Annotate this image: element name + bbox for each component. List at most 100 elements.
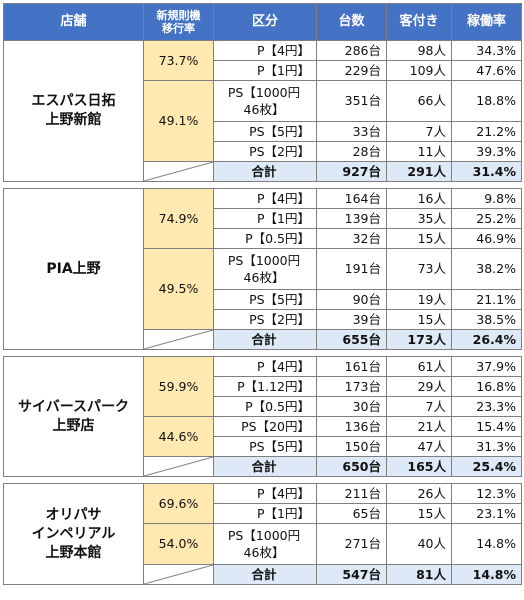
units-cell: 211台: [316, 483, 387, 504]
utilization-cell: 25.2%: [451, 208, 522, 229]
category-cell: P【1.12円】: [213, 376, 317, 397]
data-row: オリパサ インペリアル 上野本館 69.6% P【4円】 211台 26人 12.3%: [3, 483, 522, 585]
total-utilization: 14.8%: [451, 564, 522, 585]
separator-cell: [4, 477, 522, 484]
category-cell: P【0.5円】: [213, 396, 317, 417]
visitors-cell: 15人: [386, 309, 452, 330]
header-utilization: 稼働率: [451, 3, 522, 41]
diagonal-line: [144, 162, 213, 181]
utilization-cell: 21.2%: [451, 121, 522, 142]
data-row: 44.6% PS【20円】 136台 21人 15.4%: [4, 416, 522, 457]
visitors-cell: 15人: [386, 228, 452, 249]
units-cell: 150台: [316, 436, 387, 457]
data-row: PIA上野 74.9% P【4円】 164台 16人 9.8%: [3, 188, 522, 350]
store-name: オリパサ インペリアル 上野本館: [3, 483, 144, 585]
new-rule-rate: 59.9%: [143, 356, 214, 417]
units-cell: 65台: [316, 503, 387, 524]
visitors-cell: 35人: [386, 208, 452, 229]
diagonal-line: [144, 565, 213, 584]
data-row: PS【5円】 150台 47人 31.3%: [4, 436, 522, 457]
total-visitors: 291人: [386, 161, 452, 182]
header-row: 店舗 新規則機 移行率 区分 台数 客付き 稼働率: [3, 3, 522, 41]
category-cell: PS【20円】: [213, 416, 317, 437]
total-label: 合計: [213, 161, 317, 182]
units-cell: 39台: [316, 309, 387, 330]
utilization-cell: 14.8%: [451, 523, 522, 565]
visitors-cell: 66人: [386, 80, 452, 122]
visitors-cell: 19人: [386, 289, 452, 310]
total-utilization: 25.4%: [451, 456, 522, 477]
data-row: PS【5円】 33台 7人 21.2%: [4, 121, 522, 142]
total-units: 655台: [316, 329, 387, 350]
units-cell: 286台: [316, 40, 387, 61]
total-label: 合計: [213, 329, 317, 350]
header-new-rate: 新規則機 移行率: [143, 3, 214, 41]
units-cell: 191台: [316, 248, 387, 290]
utilization-cell: 38.5%: [451, 309, 522, 330]
total-units: 547台: [316, 564, 387, 585]
visitors-cell: 26人: [386, 483, 452, 504]
total-visitors: 81人: [386, 564, 452, 585]
visitors-cell: 29人: [386, 376, 452, 397]
visitors-cell: 15人: [386, 503, 452, 524]
data-row: エスパス日拓 上野新館 73.7% P【4円】 286台 98人 34.3%: [3, 40, 522, 182]
utilization-cell: 21.1%: [451, 289, 522, 310]
store-separator: [4, 182, 522, 189]
visitors-cell: 47人: [386, 436, 452, 457]
separator-cell: [4, 182, 522, 189]
new-rule-rate: 49.5%: [143, 248, 214, 330]
units-cell: 33台: [316, 121, 387, 142]
total-label: 合計: [213, 456, 317, 477]
data-row: P【0.5円】 30台 7人 23.3%: [4, 396, 522, 417]
total-row: 合計 547台 81人 14.8%: [4, 564, 522, 585]
total-rate-blank: [143, 564, 214, 585]
units-cell: 173台: [316, 376, 387, 397]
units-cell: 161台: [316, 356, 387, 377]
data-row: 49.1% PS【1000円 46枚】 351台 66人 18.8%: [4, 80, 522, 162]
utilization-cell: 37.9%: [451, 356, 522, 377]
utilization-cell: 16.8%: [451, 376, 522, 397]
data-row: 54.0% PS【1000円 46枚】 271台 40人 14.8%: [4, 523, 522, 565]
data-row: P【0.5円】 32台 15人 46.9%: [4, 228, 522, 249]
category-cell: PS【5円】: [213, 436, 317, 457]
visitors-cell: 61人: [386, 356, 452, 377]
units-cell: 136台: [316, 416, 387, 437]
new-rule-rate: 49.1%: [143, 80, 214, 162]
data-row: PS【2円】 28台 11人 39.3%: [4, 141, 522, 162]
new-rule-rate: 69.6%: [143, 483, 214, 524]
new-rule-rate: 74.9%: [143, 188, 214, 249]
header-units: 台数: [316, 3, 387, 41]
category-cell: PS【1000円 46枚】: [213, 523, 317, 565]
visitors-cell: 98人: [386, 40, 452, 61]
header-visitors: 客付き: [386, 3, 452, 41]
category-cell: PS【1000円 46枚】: [213, 248, 317, 290]
utilization-cell: 12.3%: [451, 483, 522, 504]
store-name: サイバースパーク 上野店: [3, 356, 144, 477]
visitors-cell: 109人: [386, 60, 452, 81]
utilization-cell: 18.8%: [451, 80, 522, 122]
store-name: PIA上野: [3, 188, 144, 350]
utilization-cell: 38.2%: [451, 248, 522, 290]
category-cell: PS【2円】: [213, 141, 317, 162]
diagonal-line: [144, 457, 213, 476]
total-units: 650台: [316, 456, 387, 477]
utilization-table: 店舗 新規則機 移行率 区分 台数 客付き 稼働率 エスパス日拓 上野新館 73.…: [3, 3, 522, 585]
category-cell: PS【1000円 46枚】: [213, 80, 317, 122]
visitors-cell: 73人: [386, 248, 452, 290]
units-cell: 164台: [316, 188, 387, 209]
utilization-cell: 31.3%: [451, 436, 522, 457]
total-utilization: 31.4%: [451, 161, 522, 182]
data-row: 49.5% PS【1000円 46枚】 191台 73人 38.2%: [4, 248, 522, 330]
category-cell: P【1円】: [213, 60, 317, 81]
visitors-cell: 16人: [386, 188, 452, 209]
total-row: 合計 655台 173人 26.4%: [4, 329, 522, 350]
category-cell: P【1円】: [213, 208, 317, 229]
utilization-cell: 23.1%: [451, 503, 522, 524]
total-visitors: 173人: [386, 329, 452, 350]
store-separator: [4, 350, 522, 357]
total-utilization: 26.4%: [451, 329, 522, 350]
utilization-cell: 46.9%: [451, 228, 522, 249]
total-row: 合計 650台 165人 25.4%: [4, 456, 522, 477]
utilization-cell: 34.3%: [451, 40, 522, 61]
data-row: P【1.12円】 173台 29人 16.8%: [4, 376, 522, 397]
